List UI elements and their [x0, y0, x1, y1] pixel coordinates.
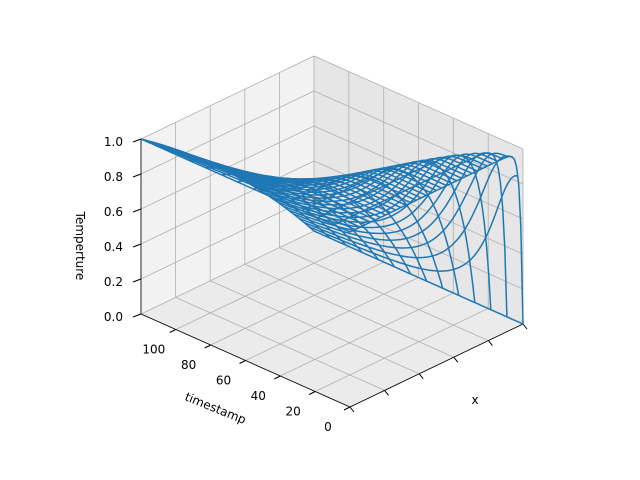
wire-line-x: [308, 174, 519, 272]
wire-line-x: [217, 165, 427, 197]
back-pane: [141, 56, 314, 314]
z-tick: [132, 173, 142, 178]
x-axis-label: x: [471, 393, 478, 407]
wire-line-x: [262, 158, 473, 210]
timestamp-tick: [308, 391, 316, 395]
z-tick: [132, 313, 142, 318]
timestamp-tick-label: 80: [181, 358, 196, 372]
wire-line-x: [293, 152, 503, 241]
timestamp-tick: [274, 375, 281, 380]
wire-line-x: [232, 166, 442, 191]
wireframe-surface: [140, 138, 524, 325]
x-tick: [384, 390, 389, 396]
wire-line-x: [313, 230, 524, 325]
z-tick: [132, 243, 142, 248]
wire-line-x: [227, 168, 437, 192]
wire-line-x: [278, 154, 488, 223]
z-tick-label: 0.4: [104, 240, 123, 254]
wire-line-x: [211, 163, 422, 199]
temperature-axis-label: Temperture: [73, 211, 87, 281]
z-tick-label: 0.8: [104, 170, 123, 184]
x-axis-line: [349, 323, 524, 408]
wire-line-x: [298, 152, 508, 249]
z-tick: [132, 138, 142, 143]
z-tick-label: 0.6: [104, 205, 123, 219]
z-tick-label: 0.0: [104, 310, 123, 324]
wire-line-x: [303, 155, 514, 259]
x-tick: [488, 340, 493, 346]
timestamp-tick-label: 40: [251, 389, 266, 403]
wire-line-x: [288, 152, 498, 235]
grid-line-x: [278, 72, 489, 341]
wire-line-x: [283, 153, 493, 229]
wire-line-x: [242, 163, 453, 196]
timestamp-tick-label: 60: [216, 374, 231, 388]
timestamp-tick-label: 0: [324, 420, 332, 434]
z-tick: [132, 208, 142, 213]
z-tick-label: 1.0: [104, 135, 123, 149]
timestamp-tick: [239, 360, 246, 364]
x-tick: [453, 356, 459, 363]
grid-line-x: [175, 122, 385, 391]
z-tick: [132, 278, 142, 283]
tick-labels: 0.0 0.2 0.4 0.6 0.8 1.0 0 20 40 60 80 100: [104, 135, 332, 434]
timestamp-tick: [204, 344, 211, 349]
wire-line-x: [273, 155, 483, 219]
wire-line-x: [247, 162, 458, 199]
x-tick: [349, 406, 355, 413]
tick-marks: [132, 138, 528, 413]
timestamp-tick: [343, 406, 351, 411]
timestamp-tick-label: 20: [286, 405, 301, 419]
z-tick-label: 0.2: [104, 275, 123, 289]
timestamp-tick: [169, 329, 177, 333]
grid-line-x: [244, 89, 454, 358]
timestamp-tick-label: 100: [142, 343, 165, 357]
timestamp-axis-label: timestamp: [183, 390, 248, 427]
wire-line-x: [257, 159, 468, 206]
x-tick: [418, 373, 424, 380]
x-tick: [522, 323, 528, 330]
